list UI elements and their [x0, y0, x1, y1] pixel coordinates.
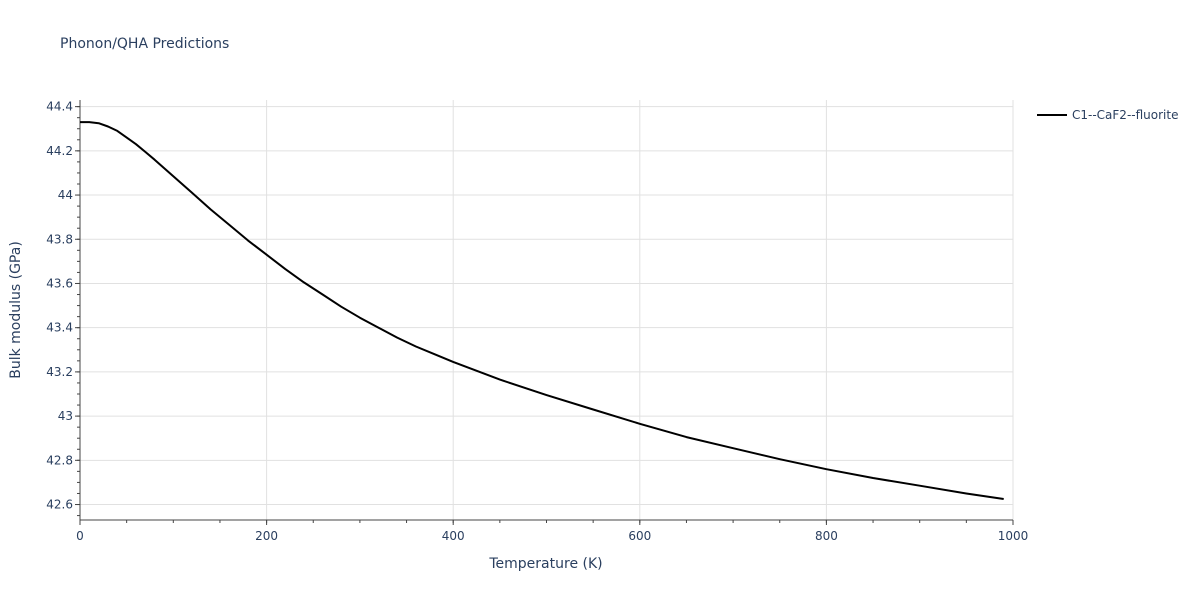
x-tick-labels: 0 200 400 600 800 1000 — [76, 520, 1028, 543]
grid-lines — [80, 100, 1014, 520]
y-tick-label: 43.4 — [46, 321, 73, 335]
y-tick-label: 43.8 — [46, 232, 73, 246]
y-axis-title: Bulk modulus (GPa) — [8, 241, 24, 379]
series-group — [80, 121, 1004, 500]
x-axis-title: Temperature (K) — [488, 556, 602, 572]
x-tick-label: 800 — [815, 529, 838, 543]
x-tick-label: 600 — [628, 529, 651, 543]
x-tick-label: 0 — [76, 529, 84, 543]
y-tick-label: 43.2 — [46, 365, 73, 379]
series-line[interactable] — [80, 121, 1004, 500]
y-tick-label: 42.8 — [46, 453, 73, 467]
x-tick-label: 200 — [255, 529, 278, 543]
y-tick-label: 44.2 — [46, 144, 73, 158]
x-tick-label: 1000 — [998, 529, 1029, 543]
y-tick-label: 43.6 — [46, 276, 73, 290]
legend[interactable]: C1--CaF2--fluorite — [1037, 108, 1178, 122]
y-tick-labels: 42.6 42.8 43 43.2 43.4 43.6 43.8 44 44.2 44.4 — [46, 100, 80, 512]
y-tick-label: 44.4 — [46, 100, 73, 114]
chart-title: Phonon/QHA Predictions — [60, 36, 230, 52]
y-tick-label: 43 — [58, 409, 73, 423]
y-tick-label: 42.6 — [46, 498, 73, 512]
y-tick-label: 44 — [58, 188, 73, 202]
legend-label: C1--CaF2--fluorite — [1072, 108, 1178, 122]
x-tick-label: 400 — [442, 529, 465, 543]
